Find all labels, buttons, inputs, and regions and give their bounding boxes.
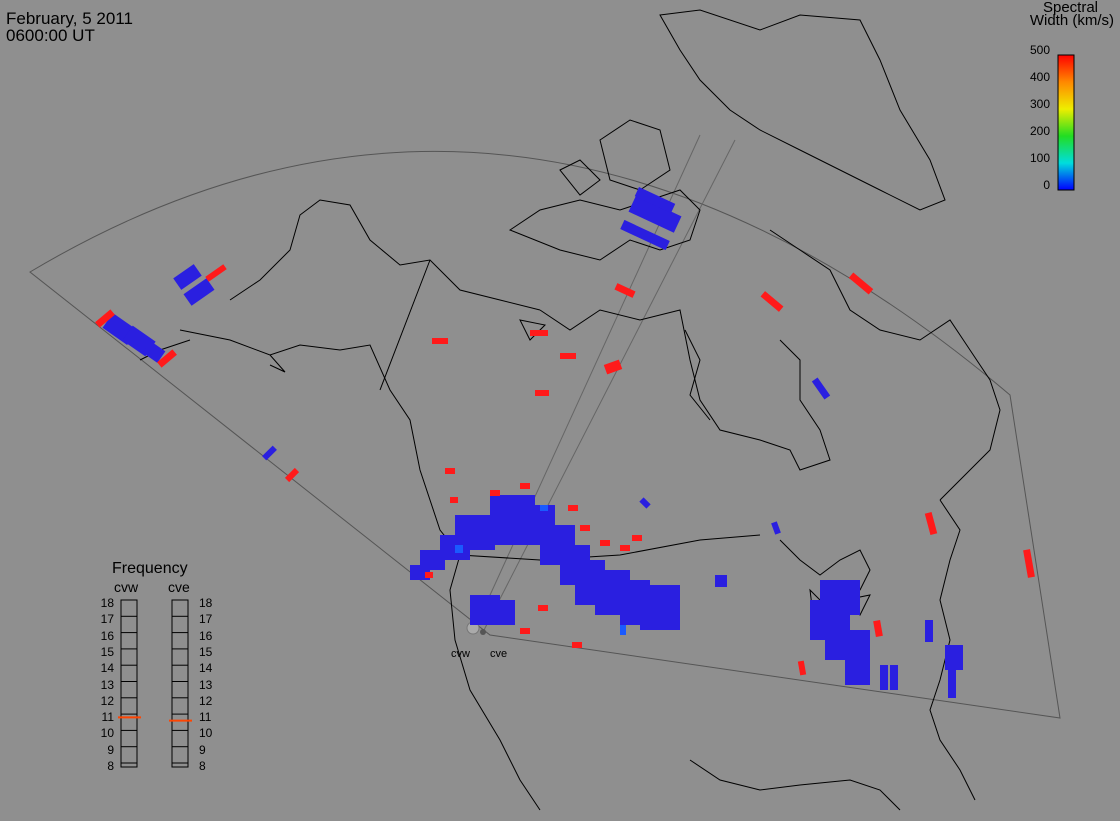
frequency-tick: 13 — [100, 677, 114, 692]
frequency-tick: 18 — [100, 596, 114, 610]
colorbar-tick: 400 — [1029, 70, 1050, 84]
scatter-cell — [538, 605, 548, 611]
frequency-tick: 8 — [107, 759, 114, 773]
scatter-cell — [568, 505, 578, 511]
fov-outline — [29, 150, 1061, 719]
scatter-cell — [632, 535, 642, 541]
frequency-tick: 10 — [199, 726, 213, 741]
colorbar-tick: 500 — [1029, 43, 1050, 57]
frequency-tick: 12 — [199, 693, 213, 708]
scatter-cell — [660, 595, 680, 625]
site-label-cvw: cvw — [451, 648, 470, 660]
frequency-title: Frequency — [112, 560, 188, 577]
frequency-tick: 17 — [199, 612, 213, 627]
scatter-cell — [890, 665, 898, 690]
scatter-cell — [535, 390, 549, 396]
colorbar-tick: 0 — [1043, 178, 1050, 192]
scatter-cell — [848, 272, 874, 295]
coastlines — [139, 9, 1001, 811]
scatter-cell — [634, 187, 676, 213]
frequency-tick: 11 — [199, 710, 212, 725]
scatter-cell — [540, 505, 548, 511]
scatter-cell — [820, 580, 860, 615]
scatter-cell — [173, 264, 202, 290]
beam-line — [482, 139, 736, 633]
frequency-scale-cve — [171, 599, 189, 768]
scatter-cell — [572, 642, 582, 648]
scatter-cell — [425, 572, 433, 578]
colorbar — [1057, 54, 1075, 191]
scatter-cell — [880, 665, 888, 690]
scatter-cell — [432, 338, 448, 344]
scatter-cell — [620, 625, 626, 635]
scatter-cell — [797, 660, 807, 676]
frequency-col-cvw: cvw — [114, 579, 139, 595]
scatter-cell — [811, 377, 831, 400]
scatter-cell — [603, 359, 623, 375]
scatter-cell — [845, 650, 870, 685]
scatter-cell — [284, 467, 300, 483]
scatter-cell — [760, 291, 784, 312]
frequency-tick: 12 — [100, 693, 114, 708]
scatter-cell — [520, 628, 530, 634]
scatter-cell — [262, 445, 277, 461]
colorbar-tick: 100 — [1029, 151, 1050, 165]
frequency-tick: 14 — [199, 661, 213, 676]
scatter-cell — [445, 468, 455, 474]
scatter-cell — [628, 195, 682, 233]
scatter-cell — [157, 349, 177, 368]
scatter-cell — [580, 525, 590, 531]
frequency-tick: 8 — [199, 759, 206, 773]
scatter-cell — [639, 497, 651, 509]
frequency-tick: 11 — [101, 710, 114, 725]
scatter-cell — [924, 511, 938, 536]
scatter-cells — [95, 187, 1035, 698]
scatter-cell — [948, 670, 956, 698]
scatter-cell — [530, 330, 548, 336]
colorbar-tick: 300 — [1029, 97, 1050, 111]
frequency-tick: 17 — [100, 612, 114, 627]
scatter-cell — [142, 341, 166, 363]
scatter-cell — [560, 353, 576, 359]
scatter-cell — [771, 521, 781, 535]
scatter-cell — [490, 490, 500, 496]
frequency-tick: 16 — [199, 628, 213, 643]
frequency-tick: 15 — [199, 644, 213, 659]
scatter-cell — [95, 309, 115, 328]
scatter-cell — [945, 645, 963, 670]
scatter-cell — [873, 620, 883, 637]
frequency-scale-cvw — [120, 599, 138, 768]
time-label: 0600:00 UT — [6, 26, 95, 45]
scatter-cell — [715, 575, 727, 587]
scatter-cell — [495, 600, 515, 625]
scatter-cell — [925, 620, 933, 642]
scatter-cell — [450, 497, 458, 503]
scatter-cell — [183, 278, 215, 306]
frequency-tick: 10 — [100, 726, 114, 741]
frequency-tick: 16 — [100, 628, 114, 643]
site-label-cve: cve — [490, 648, 508, 660]
date-label: February, 5 2011 — [6, 9, 133, 28]
frequency-tick: 9 — [107, 742, 114, 757]
frequency-tick: 14 — [100, 661, 114, 676]
scatter-cell — [614, 283, 636, 298]
scatter-cell — [620, 219, 670, 251]
colorbar-tick: 200 — [1029, 124, 1050, 138]
frequency-tick: 9 — [199, 742, 206, 757]
frequency-tick: 15 — [100, 644, 114, 659]
frequency-tick: 18 — [199, 596, 213, 610]
frequency-col-cve: cve — [168, 579, 190, 595]
scatter-cell — [600, 540, 610, 546]
scatter-cell — [205, 264, 227, 282]
colorbar-title-2: Width (km/s) — [1029, 12, 1114, 29]
radar-site-cve — [480, 629, 486, 635]
frequency-tick: 13 — [199, 677, 213, 692]
scatter-cell — [455, 545, 463, 553]
colorbar-title-1: Spectral — [1042, 0, 1098, 16]
scatter-cell — [1023, 549, 1035, 578]
scatter-cell — [620, 545, 630, 551]
scatter-cell — [520, 483, 530, 489]
